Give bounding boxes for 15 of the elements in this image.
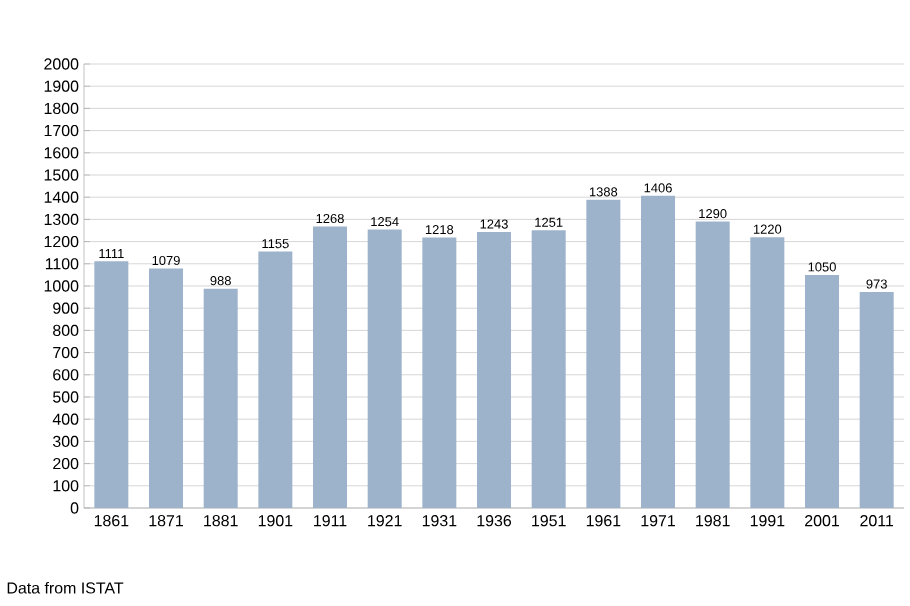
bar <box>641 195 676 508</box>
bar <box>750 237 785 508</box>
bar <box>422 237 457 508</box>
bar <box>859 291 894 508</box>
bar <box>805 274 840 508</box>
bar <box>586 199 621 508</box>
bar <box>477 232 512 508</box>
bar <box>258 251 293 508</box>
bar <box>313 226 348 508</box>
bar <box>695 221 730 508</box>
bar <box>203 288 238 508</box>
bar <box>94 261 129 508</box>
bar <box>367 229 402 508</box>
bar <box>149 268 184 508</box>
bar <box>531 230 566 508</box>
